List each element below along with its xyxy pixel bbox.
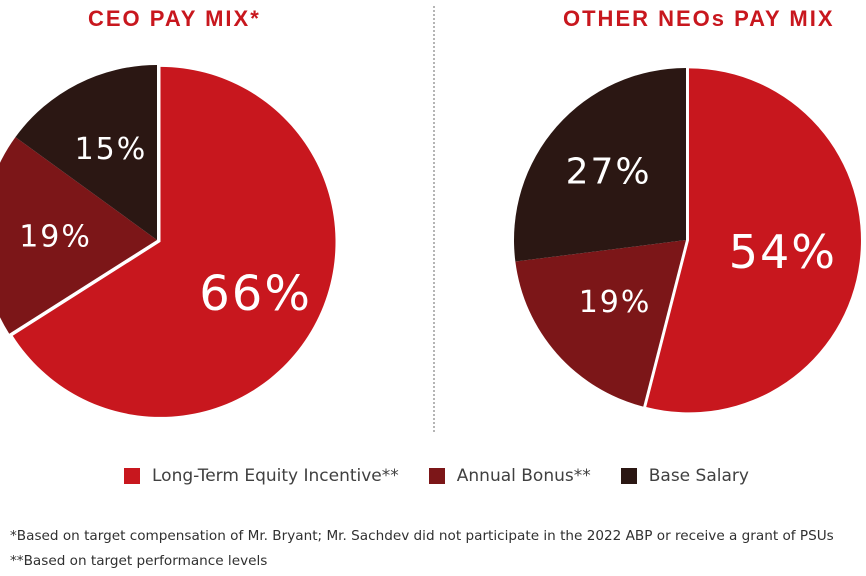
legend-label-annual-bonus: Annual Bonus** (456, 466, 591, 486)
neo-chart-title: OTHER NEOs PAY MIX (563, 6, 835, 31)
legend-label-long-term: Long-Term Equity Incentive** (152, 466, 399, 486)
ceo-slice-long-term (12, 66, 336, 417)
legend-label-base-salary: Base Salary (648, 466, 749, 486)
legend-item-long-term: Long-Term Equity Incentive** (124, 466, 399, 486)
ceo-label-base-salary: 15% (75, 132, 148, 167)
neo-label-base-salary: 27% (566, 151, 652, 192)
legend: Long-Term Equity Incentive** Annual Bonu… (124, 466, 749, 486)
neo-slice-long-term (646, 68, 861, 413)
footnote-target-compensation: *Based on target compensation of Mr. Bry… (10, 528, 834, 544)
neo-slice-base-salary (514, 68, 686, 262)
neo-pie-chart: 54% 19% 27% (514, 68, 861, 413)
neo-label-long-term: 54% (729, 225, 837, 279)
ceo-chart-title: CEO PAY MIX* (88, 6, 261, 31)
ceo-slice-annual-bonus (0, 137, 157, 334)
legend-item-base-salary: Base Salary (620, 466, 749, 486)
legend-item-annual-bonus: Annual Bonus** (428, 466, 591, 486)
ceo-slice-base-salary (15, 65, 157, 240)
ceo-label-annual-bonus: 19% (19, 219, 92, 254)
ceo-pie-chart: 66% 19% 15% (0, 65, 336, 417)
neo-slice-annual-bonus (515, 240, 686, 407)
chart-divider (433, 6, 435, 432)
ceo-label-long-term: 66% (199, 266, 312, 322)
legend-swatch-base-salary (620, 468, 637, 484)
legend-swatch-long-term (124, 468, 140, 484)
neo-label-annual-bonus: 19% (579, 285, 652, 320)
footnote-performance-levels: **Based on target performance levels (10, 553, 268, 569)
legend-swatch-annual-bonus (428, 468, 445, 484)
